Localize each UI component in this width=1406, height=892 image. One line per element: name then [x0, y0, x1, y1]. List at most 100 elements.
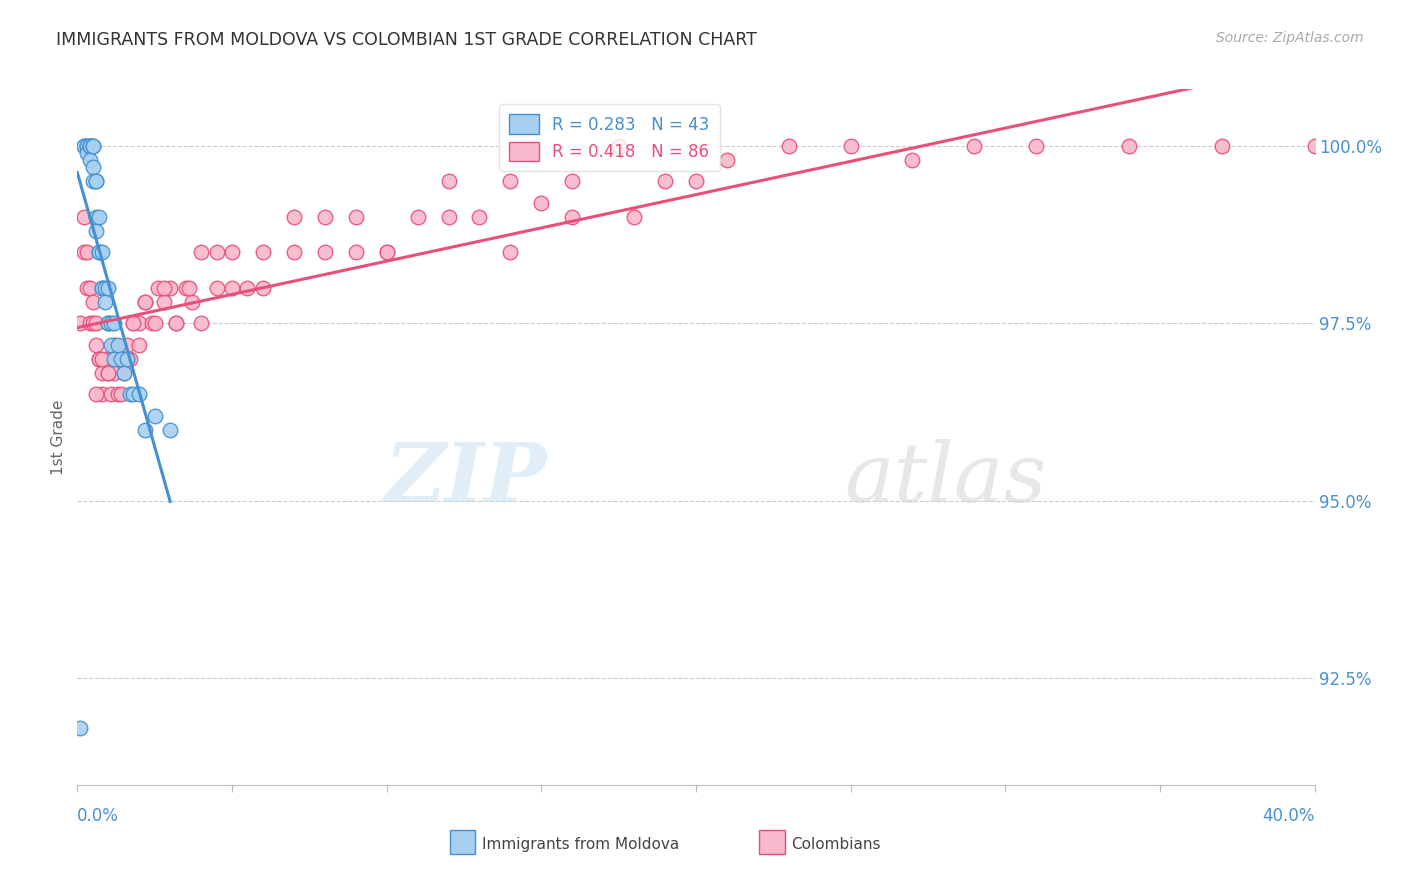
Point: [344, 210, 367, 224]
Point: [72, 139, 94, 153]
Point: [91, 281, 114, 295]
Point: [406, 210, 429, 224]
Point: [205, 245, 228, 260]
Point: [115, 351, 138, 366]
Point: [839, 139, 862, 153]
Point: [87, 351, 110, 366]
Text: ZIP: ZIP: [385, 439, 547, 519]
Point: [236, 281, 259, 295]
Point: [122, 317, 145, 331]
Point: [112, 366, 135, 380]
Point: [100, 387, 122, 401]
Point: [174, 281, 197, 295]
Point: [84, 338, 107, 352]
Point: [1211, 139, 1233, 153]
Point: [122, 317, 145, 331]
Point: [107, 387, 129, 401]
Point: [84, 174, 107, 188]
Point: [190, 317, 212, 331]
Point: [180, 295, 202, 310]
Point: [82, 139, 104, 153]
Text: Source: ZipAtlas.com: Source: ZipAtlas.com: [1216, 31, 1364, 45]
Point: [118, 387, 141, 401]
Point: [97, 366, 120, 380]
Point: [79, 139, 101, 153]
Text: 40.0%: 40.0%: [1263, 807, 1315, 825]
Legend: R = 0.283   N = 43, R = 0.418   N = 86: R = 0.283 N = 43, R = 0.418 N = 86: [499, 104, 720, 171]
Point: [103, 317, 125, 331]
Point: [165, 317, 187, 331]
Point: [94, 295, 117, 310]
Point: [530, 195, 553, 210]
Point: [76, 139, 98, 153]
Point: [159, 281, 181, 295]
Point: [97, 281, 120, 295]
Point: [84, 210, 107, 224]
Point: [221, 281, 243, 295]
Point: [87, 351, 110, 366]
Point: [963, 139, 986, 153]
Point: [97, 317, 120, 331]
Point: [134, 295, 156, 310]
Point: [82, 317, 104, 331]
Point: [79, 281, 101, 295]
Point: [778, 139, 800, 153]
Point: [654, 174, 676, 188]
Point: [468, 210, 491, 224]
Point: [252, 281, 274, 295]
Point: [79, 317, 101, 331]
Point: [107, 338, 129, 352]
Point: [103, 338, 125, 352]
Point: [283, 245, 305, 260]
Text: Immigrants from Moldova: Immigrants from Moldova: [482, 838, 679, 852]
Point: [118, 351, 141, 366]
Point: [69, 721, 91, 735]
Point: [190, 245, 212, 260]
Point: [901, 153, 924, 168]
Text: Colombians: Colombians: [792, 838, 882, 852]
Point: [499, 174, 522, 188]
Point: [103, 366, 125, 380]
Point: [561, 210, 583, 224]
Point: [115, 338, 138, 352]
Point: [128, 317, 150, 331]
Point: [314, 210, 336, 224]
Point: [1303, 139, 1326, 153]
Point: [221, 245, 243, 260]
Point: [84, 224, 107, 238]
Point: [84, 387, 107, 401]
Text: 0.0%: 0.0%: [77, 807, 120, 825]
Point: [112, 366, 135, 380]
Point: [82, 295, 104, 310]
Y-axis label: 1st Grade: 1st Grade: [51, 400, 66, 475]
Point: [76, 146, 98, 161]
Point: [79, 153, 101, 168]
Point: [283, 210, 305, 224]
Point: [205, 281, 228, 295]
Point: [72, 210, 94, 224]
Point: [110, 387, 132, 401]
Point: [134, 295, 156, 310]
Point: [69, 317, 91, 331]
Point: [153, 281, 176, 295]
Point: [159, 423, 181, 437]
Point: [87, 210, 110, 224]
Point: [110, 351, 132, 366]
Point: [91, 281, 114, 295]
Point: [128, 338, 150, 352]
Point: [499, 245, 522, 260]
Point: [146, 281, 169, 295]
Point: [82, 139, 104, 153]
Point: [437, 210, 460, 224]
Point: [91, 387, 114, 401]
Point: [94, 281, 117, 295]
Point: [94, 351, 117, 366]
Point: [153, 295, 176, 310]
Point: [177, 281, 200, 295]
Text: atlas: atlas: [845, 439, 1047, 519]
Point: [97, 366, 120, 380]
Point: [128, 387, 150, 401]
Point: [344, 245, 367, 260]
Point: [76, 281, 98, 295]
Point: [110, 351, 132, 366]
